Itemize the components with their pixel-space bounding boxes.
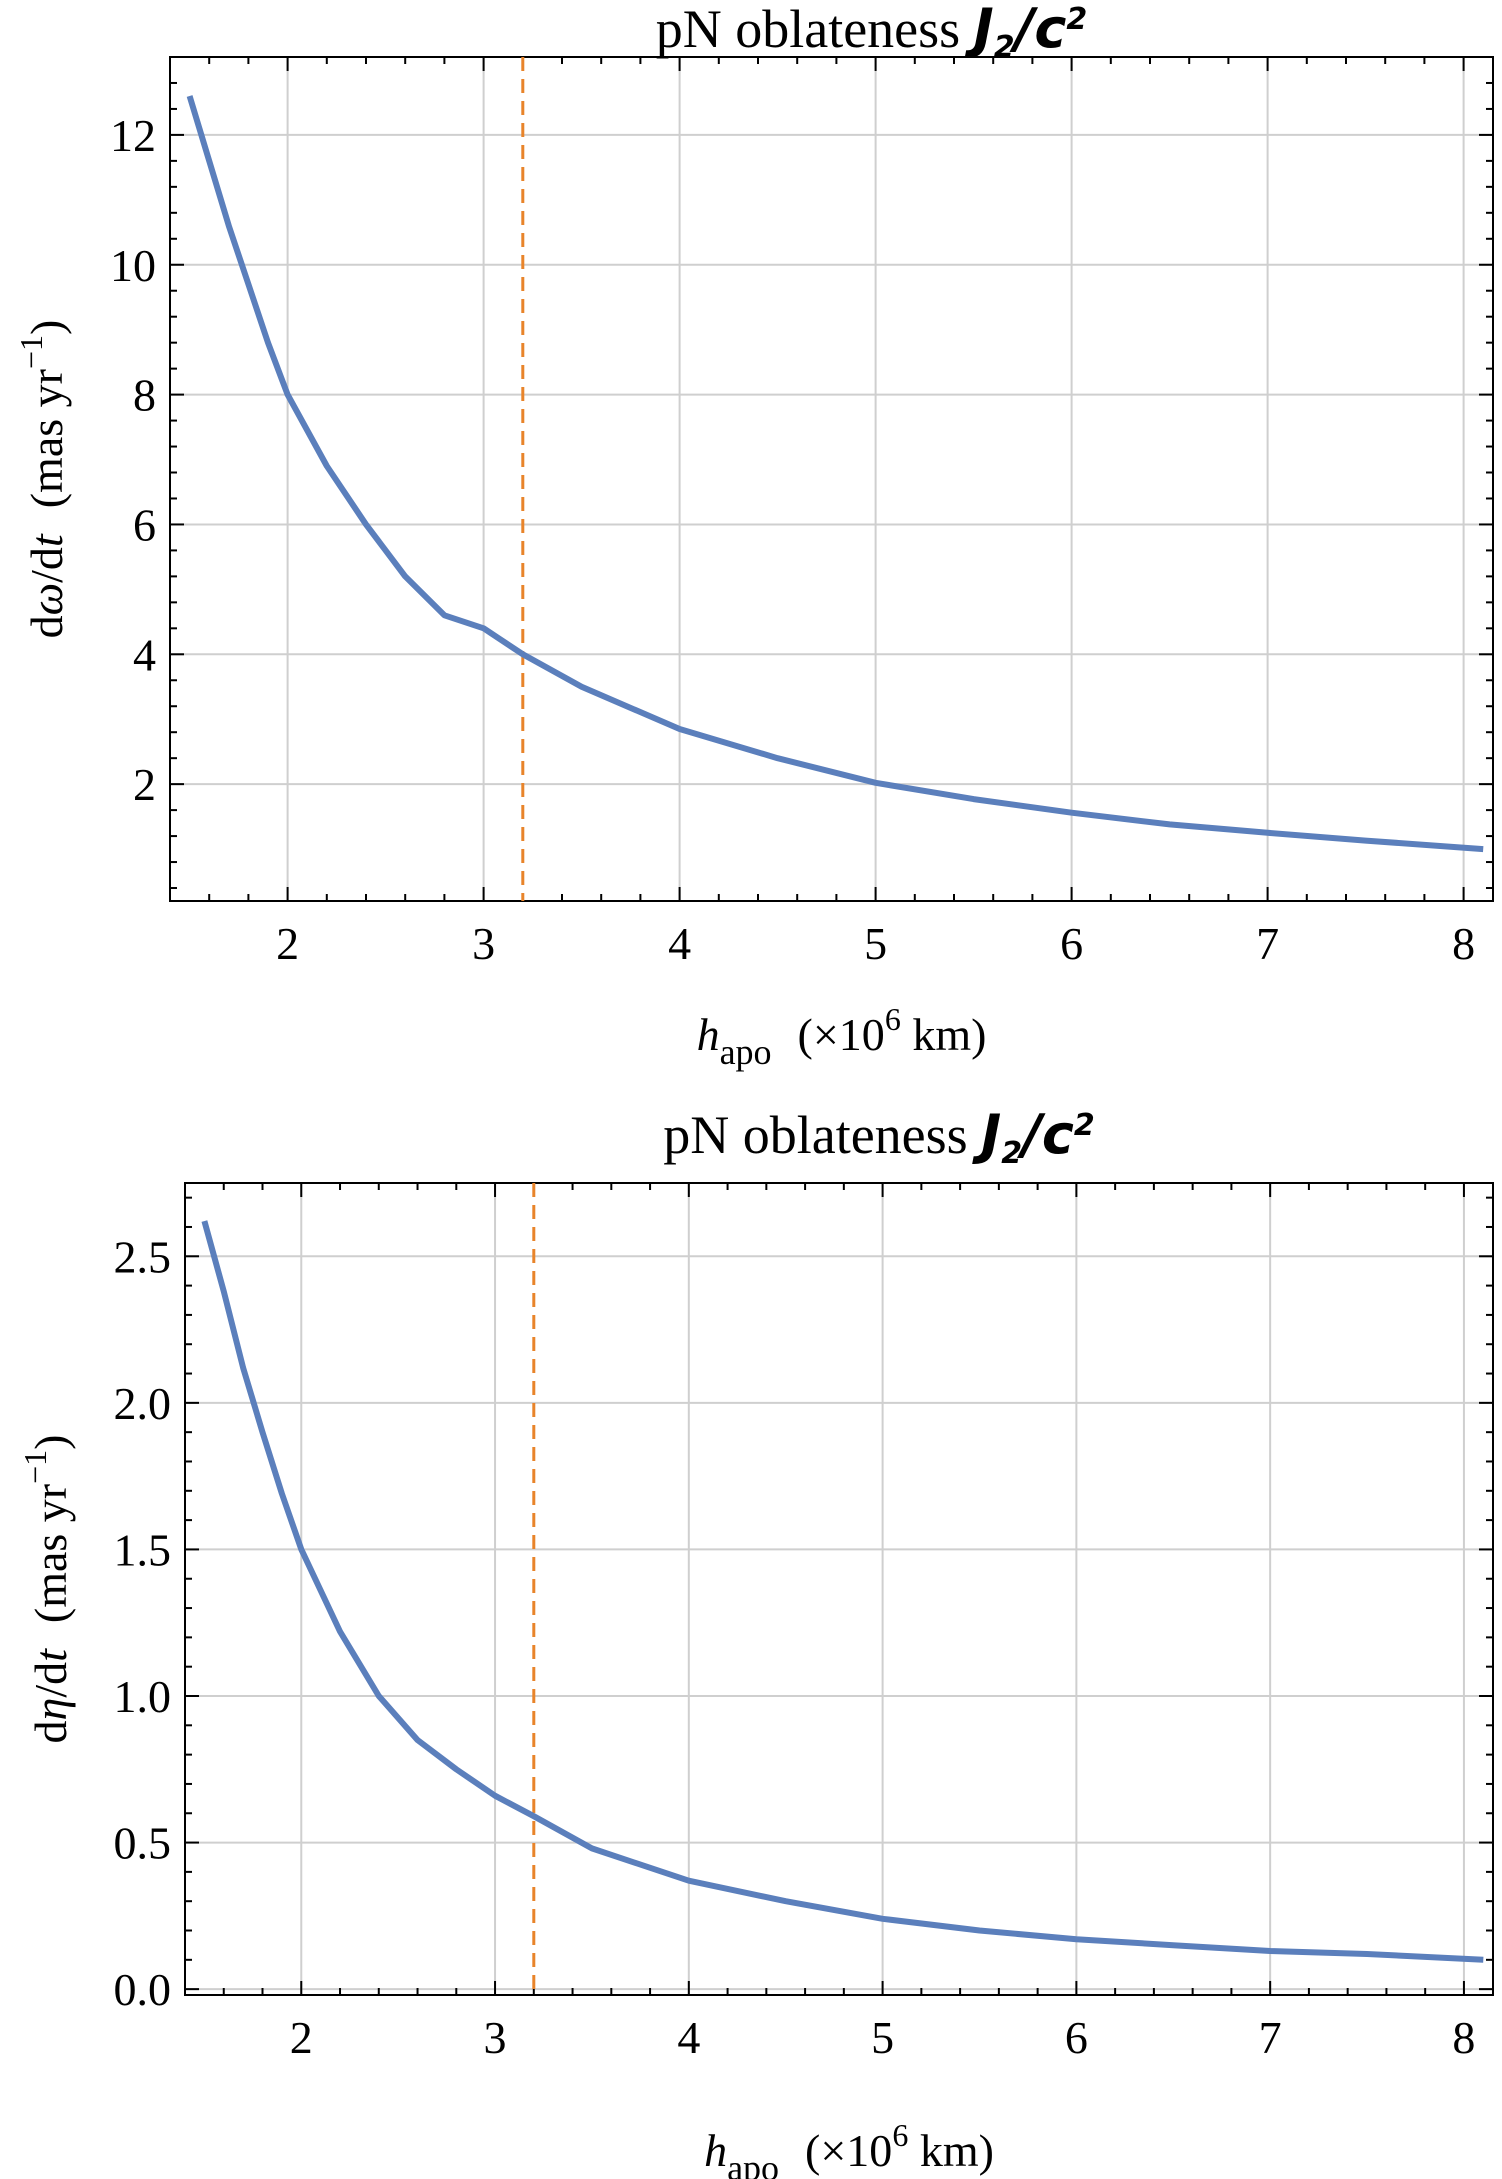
y-axis-label: dη/dt (mas yr−1) [17,1434,76,1743]
ylabel-unit-exp: −1 [17,1450,53,1484]
xlabel-unit-exp: 6 [885,1001,901,1037]
x-tick-label: 8 [1452,918,1475,969]
y-tick-label: 8 [133,370,156,421]
xlabel-unit-close: km) [901,1009,987,1060]
xlabel-h-sub: apo [720,1032,772,1072]
ylabel-unit-open: (mas yr [25,1484,76,1623]
title-c: c [1034,0,1066,60]
title-prefix: pN oblateness [663,1105,981,1165]
plot-area [185,1183,1493,1995]
title-j-sub: 2 [994,30,1015,65]
x-axis-label: hapo (×106 km) [697,1001,987,1072]
x-tick-label: 2 [290,2012,313,2063]
title-c-sup: 2 [1066,2,1087,37]
y-tick-label: 1.5 [114,1524,172,1575]
y-tick-label: 2 [133,759,156,810]
x-tick-label: 5 [864,918,887,969]
title-j-sub: 2 [1001,1136,1022,1171]
ylabel-unit-close: ) [21,320,72,335]
y-tick-label: 1.0 [114,1671,172,1722]
x-tick-label: 2 [276,918,299,969]
ylabel-mid: /d [21,547,72,583]
x-tick-label: 7 [1259,2012,1282,2063]
y-tick-label: 0.5 [114,1818,172,1869]
ylabel-d: d [21,615,72,638]
x-tick-label: 7 [1256,918,1279,969]
xlabel-unit-exp: 6 [892,2117,908,2153]
x-tick-label: 4 [677,2012,700,2063]
xlabel-h: h [697,1009,720,1060]
y-axis-label: dω/dt (mas yr−1) [13,320,72,639]
series-line [186,95,1484,853]
x-tick-label: 4 [668,918,691,969]
x-tick-label: 6 [1060,918,1083,969]
plot-area [170,57,1493,901]
chart-panel-omega: 2 3 4 5 6 7 8 2 4 6 8 10 12 pN oblateness J2/c2 hapo (×… [13,0,1494,1072]
y-tick-label: 6 [133,499,156,550]
ylabel-t: t [25,1648,76,1662]
chart-title: pN oblateness J2/c2 [656,0,1088,65]
xlabel-unit-open: (×10 [798,1009,885,1060]
title-c: c [1042,1103,1074,1166]
y-tick-label: 2.0 [114,1378,172,1429]
x-tick-label: 6 [1065,2012,1088,2063]
xlabel-unit-close: km) [908,2125,994,2176]
plot-frame [169,56,1494,902]
chart-title: pN oblateness J2/c2 [663,1103,1095,1171]
plot-frame [184,1182,1494,1996]
ylabel-d: d [25,1721,76,1744]
xlabel-unit-open: (×10 [805,2125,892,2176]
y-tick-label: 10 [110,240,156,291]
title-c-sup: 2 [1074,1108,1095,1143]
title-prefix: pN oblateness [656,0,974,59]
series-line [201,1220,1484,1963]
x-tick-label: 3 [472,918,495,969]
y-tick-label: 4 [133,629,156,680]
x-tick-label: 3 [484,2012,507,2063]
ylabel-mid: /d [25,1662,76,1698]
y-tick-label: 2.5 [114,1231,172,1282]
ylabel-unit-close: ) [25,1434,76,1449]
x-axis-label: hapo (×106 km) [704,2117,994,2179]
xlabel-h: h [704,2125,727,2176]
ylabel-t: t [21,533,72,547]
ylabel-var: η [25,1698,76,1721]
xlabel-h-sub: apo [727,2148,779,2179]
ylabel-unit-open: (mas yr [21,369,72,508]
ylabel-unit-exp: −1 [13,335,49,369]
x-tick-label: 8 [1452,2012,1475,2063]
ylabel-var: ω [21,583,72,615]
y-tick-label: 12 [110,110,156,161]
chart-panel-eta: 2 3 4 5 6 7 8 0.0 0.5 1.0 1.5 2.0 2.5 pN oblateness J… [17,1103,1494,2179]
y-tick-label: 0.0 [114,1964,172,2015]
x-tick-label: 5 [871,2012,894,2063]
